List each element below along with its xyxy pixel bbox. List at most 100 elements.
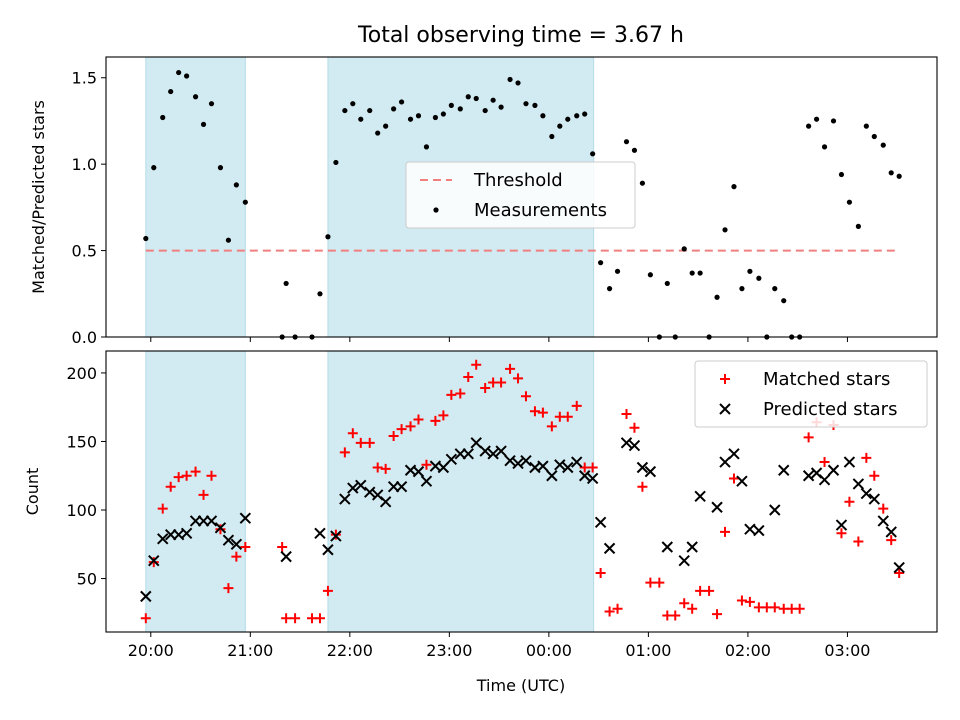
- data-point: [827, 464, 840, 476]
- data-point: [728, 473, 739, 484]
- data-point: [225, 237, 232, 243]
- data-point: [871, 133, 877, 140]
- data-point: [412, 465, 425, 478]
- data-point: [200, 121, 207, 128]
- y-tick-label: 1.0: [72, 155, 97, 174]
- data-point: [781, 298, 787, 304]
- data-point: [546, 421, 557, 432]
- data-point: [498, 104, 504, 110]
- series-x: [140, 437, 905, 603]
- data-point: [806, 123, 812, 129]
- y-tick-label: 150: [66, 432, 97, 451]
- data-point: [242, 199, 248, 205]
- data-point: [240, 542, 251, 553]
- data-point: [532, 102, 538, 108]
- data-point: [747, 268, 753, 274]
- data-point: [281, 613, 292, 624]
- data-point: [520, 454, 532, 467]
- data-point: [574, 113, 580, 119]
- data-point: [463, 372, 474, 383]
- data-point: [192, 94, 199, 100]
- data-point: [739, 286, 745, 292]
- data-point: [432, 114, 439, 121]
- data-point: [314, 527, 326, 540]
- data-point: [438, 410, 449, 421]
- data-point: [853, 536, 864, 547]
- data-point: [513, 373, 524, 384]
- data-point: [375, 130, 381, 136]
- data-point: [181, 470, 192, 481]
- data-point: [537, 460, 549, 472]
- data-point: [540, 113, 546, 119]
- data-point: [582, 111, 588, 117]
- x-tick-label: 20:00: [128, 641, 174, 660]
- data-point: [590, 151, 596, 157]
- data-point: [769, 504, 781, 516]
- data-point: [206, 470, 217, 481]
- data-point: [578, 470, 591, 482]
- data-point: [861, 452, 872, 463]
- data-point: [689, 270, 695, 276]
- data-point: [628, 439, 641, 452]
- data-point: [571, 400, 582, 411]
- data-point: [223, 583, 234, 594]
- data-point: [143, 235, 149, 242]
- x-tick-label: 00:00: [526, 641, 572, 660]
- data-point: [562, 411, 573, 422]
- data-point: [391, 106, 397, 112]
- data-point: [843, 456, 856, 468]
- data-point: [208, 101, 215, 107]
- data-point: [769, 602, 780, 613]
- data-point: [838, 171, 845, 178]
- data-point: [322, 544, 334, 556]
- data-point: [687, 603, 698, 614]
- data-point: [222, 534, 235, 546]
- data-point: [440, 111, 446, 117]
- data-point: [457, 106, 463, 112]
- data-point: [893, 561, 905, 574]
- data-point: [877, 515, 889, 527]
- data-point: [496, 377, 507, 388]
- data-point: [595, 568, 606, 579]
- data-point: [430, 415, 441, 426]
- data-point: [598, 260, 604, 266]
- data-point: [885, 526, 897, 538]
- data-point: [290, 613, 301, 624]
- data-point: [855, 223, 861, 229]
- data-point: [180, 527, 193, 540]
- shaded-interval: [145, 350, 246, 633]
- data-point: [803, 432, 814, 443]
- data-point: [515, 80, 521, 86]
- data-point: [448, 102, 454, 108]
- data-point: [819, 457, 830, 468]
- data-point: [233, 182, 239, 188]
- data-point: [631, 147, 638, 153]
- data-point: [322, 585, 333, 596]
- data-point: [844, 496, 855, 507]
- legend-box: [405, 161, 636, 229]
- data-point: [367, 107, 373, 114]
- data-point: [415, 113, 422, 119]
- data-point: [520, 391, 531, 402]
- data-point: [612, 603, 623, 614]
- data-point: [283, 280, 289, 287]
- data-point: [151, 165, 157, 171]
- data-point: [818, 474, 831, 486]
- data-point: [836, 528, 847, 539]
- data-point: [490, 97, 496, 103]
- data-point: [495, 445, 507, 457]
- data-point: [421, 459, 432, 470]
- data-point: [731, 184, 737, 190]
- data-point: [231, 551, 242, 562]
- data-point: [473, 95, 479, 102]
- data-point: [314, 613, 325, 624]
- data-point: [868, 493, 881, 505]
- data-point: [537, 407, 548, 418]
- data-point: [852, 478, 865, 490]
- data-point: [863, 123, 869, 129]
- data-point: [465, 94, 471, 100]
- data-point: [504, 454, 516, 467]
- data-point: [364, 486, 376, 498]
- data-point: [523, 101, 529, 107]
